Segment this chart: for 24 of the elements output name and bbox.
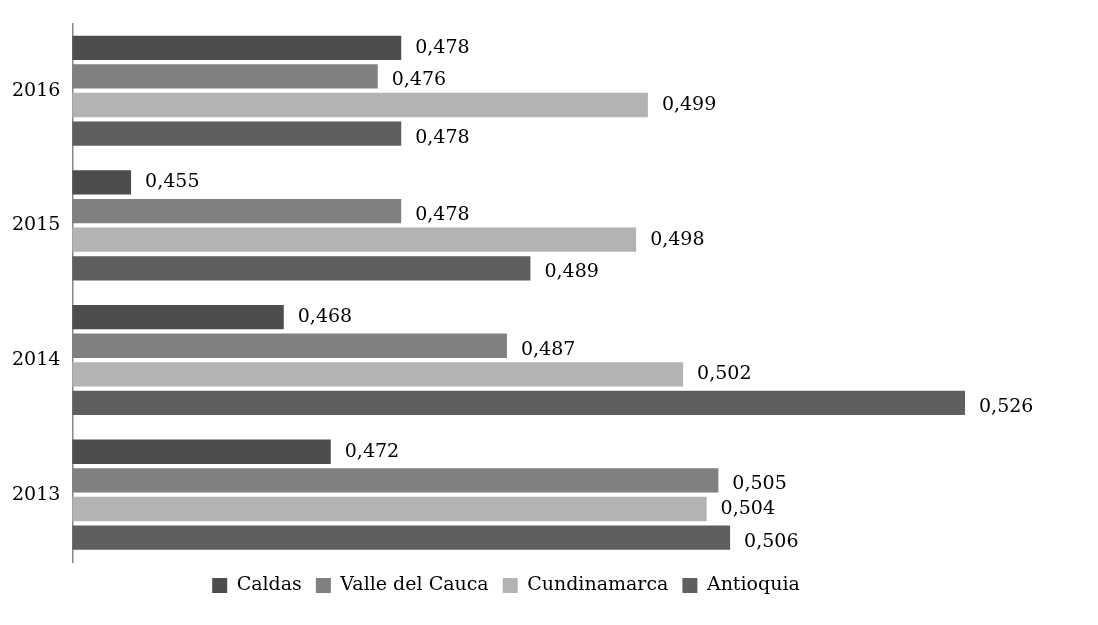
data-label: 0,506: [744, 528, 799, 551]
data-label: 0,478: [415, 34, 470, 57]
data-label: 0,487: [520, 336, 576, 359]
data-label: 0,472: [344, 438, 400, 461]
data-label: 0,455: [145, 169, 200, 192]
data-label: 0,526: [979, 393, 1034, 416]
data-label: 0,502: [697, 361, 752, 384]
y-tick-label: 2014: [11, 346, 61, 369]
legend-label: Valle del Cauca: [339, 572, 489, 595]
data-label: 0,505: [732, 471, 787, 494]
data-label: 0,499: [661, 91, 717, 114]
legend-label: Antioquia: [705, 572, 800, 595]
legend-label: Caldas: [236, 572, 302, 595]
y-tick-label: 2013: [11, 481, 61, 504]
data-label: 0,498: [650, 226, 705, 249]
data-label: 0,468: [297, 304, 353, 327]
legend-label: Cundinamarca: [527, 572, 669, 595]
data-label: 0,478: [415, 202, 470, 225]
y-tick-label: 2015: [11, 212, 61, 235]
y-tick-label: 2016: [11, 77, 61, 100]
data-label: 0,478: [415, 124, 470, 147]
data-label: 0,504: [720, 495, 776, 518]
data-label: 0,489: [544, 259, 599, 282]
data-label: 0,476: [391, 67, 447, 90]
